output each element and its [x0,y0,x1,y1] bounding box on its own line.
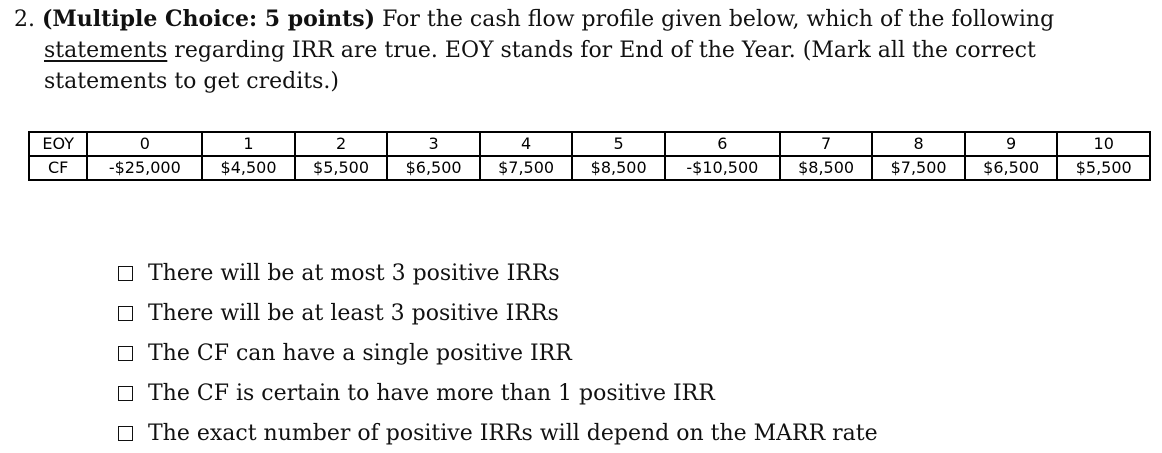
question-line-2-text: regarding IRR are true. EOY stands for E… [174,38,1036,63]
option-1-label: There will be at most 3 positive IRRs [148,260,560,286]
cf-cell-2: $5,500 [293,155,389,181]
eoy-cell-2: 2 [293,131,389,157]
eoy-cell-10: 10 [1056,131,1151,157]
option-2[interactable]: There will be at least 3 positive IRRs [118,293,878,333]
eoy-cell-1: 1 [201,131,296,157]
eoy-cell-8: 8 [871,131,966,157]
option-2-checkbox[interactable] [118,305,133,321]
cf-cell-8: $7,500 [871,155,966,181]
question-type-label: (Multiple Choice: 5 points) [42,6,376,32]
eoy-cell-7: 7 [778,131,874,157]
option-4-label: The CF is certain to have more than 1 po… [148,380,715,406]
question-number: 2. [14,7,35,32]
cf-cell-1: $4,500 [201,155,296,181]
option-3-label: The CF can have a single positive IRR [148,340,572,366]
option-5-label: The exact number of positive IRRs will d… [148,420,878,446]
question-line-2: statements regarding IRR are true. EOY s… [14,35,1134,66]
eoy-cell-0: 0 [86,131,204,157]
eoy-cell-5: 5 [571,131,666,157]
eoy-row: EOY 0 1 2 3 4 5 6 7 8 9 10 [27,131,1151,157]
option-3[interactable]: The CF can have a single positive IRR [118,333,878,373]
question-line-1-text: For the cash flow profile given below, w… [382,7,1055,32]
cf-cell-0: -$25,000 [86,155,204,181]
eoy-cell-4: 4 [478,131,574,157]
question-text: 2. (Multiple Choice: 5 points) For the c… [14,4,1134,97]
cf-cell-7: $8,500 [778,155,874,181]
cf-cell-4: $7,500 [478,155,574,181]
eoy-cell-3: 3 [386,131,481,157]
cash-flow-table: EOY 0 1 2 3 4 5 6 7 8 9 10 CF -$25,000 $… [27,131,1151,181]
option-1-checkbox[interactable] [118,265,133,281]
option-5[interactable]: The exact number of positive IRRs will d… [118,413,878,453]
eoy-cell-9: 9 [963,131,1059,157]
eoy-row-header: EOY [27,131,89,157]
option-5-checkbox[interactable] [118,425,133,441]
option-4[interactable]: The CF is certain to have more than 1 po… [118,373,878,413]
option-4-checkbox[interactable] [118,385,133,401]
cf-cell-3: $6,500 [386,155,481,181]
answer-options: There will be at most 3 positive IRRs Th… [118,253,878,453]
cf-cell-6: -$10,500 [663,155,781,181]
cf-cell-5: $8,500 [571,155,666,181]
question-line-1: 2. (Multiple Choice: 5 points) For the c… [14,4,1134,35]
cf-row-header: CF [27,155,89,181]
option-2-label: There will be at least 3 positive IRRs [148,300,559,326]
cf-row: CF -$25,000 $4,500 $5,500 $6,500 $7,500 … [27,155,1151,181]
question-line-3: statements to get credits.) [44,69,339,94]
underlined-word: statements [44,38,168,63]
cf-cell-10: $5,500 [1056,155,1151,181]
cf-cell-9: $6,500 [963,155,1059,181]
eoy-cell-6: 6 [663,131,781,157]
option-3-checkbox[interactable] [118,345,133,361]
option-1[interactable]: There will be at most 3 positive IRRs [118,253,878,293]
